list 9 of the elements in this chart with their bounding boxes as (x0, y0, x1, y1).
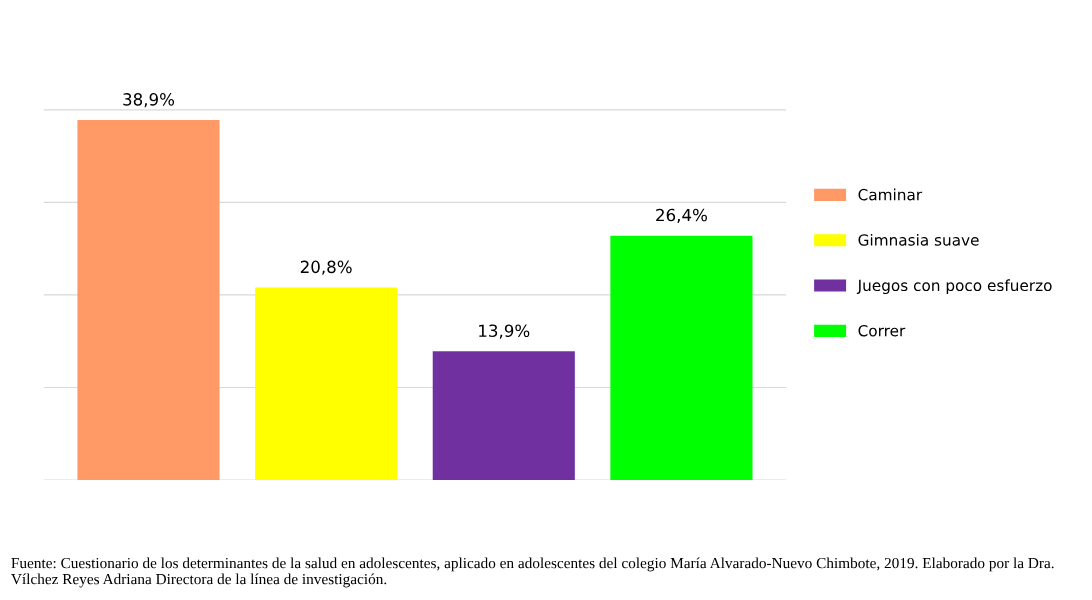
data-label: 20,8% (300, 260, 352, 275)
data-label: 13,9% (479, 324, 530, 339)
data-label: 26,4% (656, 208, 707, 224)
legend-label: Gimnasia suave (858, 233, 979, 246)
legend-label: Juegos con poco esfuerzo (856, 279, 1052, 295)
data-label: 38,9% (123, 93, 175, 108)
legend-label: Correr (858, 324, 906, 337)
source-note: Fuente: Cuestionario de los determinantes de la salud en adolescentes, aplicado en adolescentes del colegio María Alvarado-Nuevo Chimbote, 2019. Elaborado por la Dra. Vílchez Reyes Adriana Directora de la línea de investigación. (11, 557, 1054, 588)
legend-label: Caminar (858, 188, 923, 201)
